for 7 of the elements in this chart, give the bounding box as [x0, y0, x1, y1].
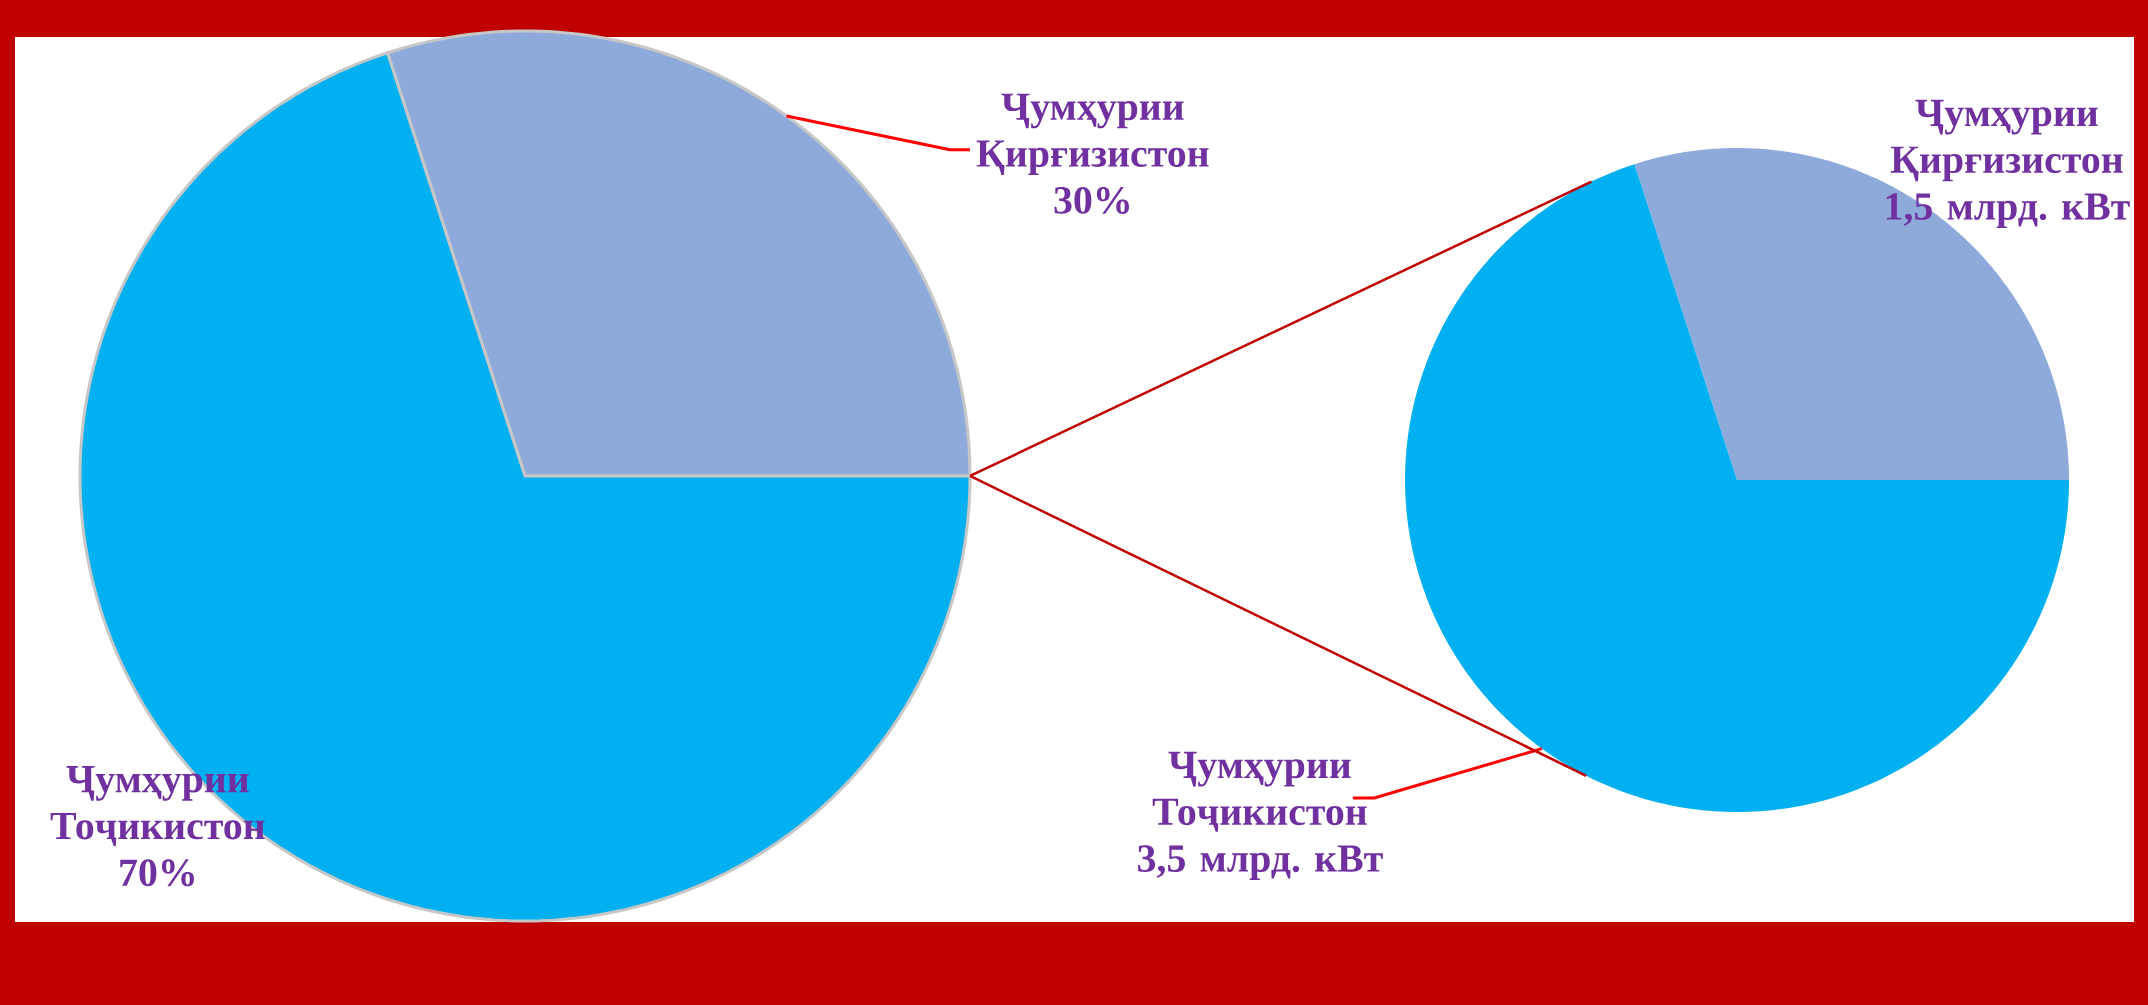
data-label: 30%: [1054, 186, 1129, 214]
slice-label: Ҷумҳурии Тоҷикистон: [1152, 751, 1367, 832]
data-label: 1,5 млрд. кВт: [1886, 193, 2130, 229]
data-label: 3,5 млрд. кВт: [1138, 845, 1383, 881]
data-label: 70%: [120, 859, 194, 887]
slice-label: Ҷумҳурии Қирғизистон: [976, 93, 1209, 176]
slice-label: Ҷумҳурии Қирғизистон: [1890, 99, 2123, 182]
